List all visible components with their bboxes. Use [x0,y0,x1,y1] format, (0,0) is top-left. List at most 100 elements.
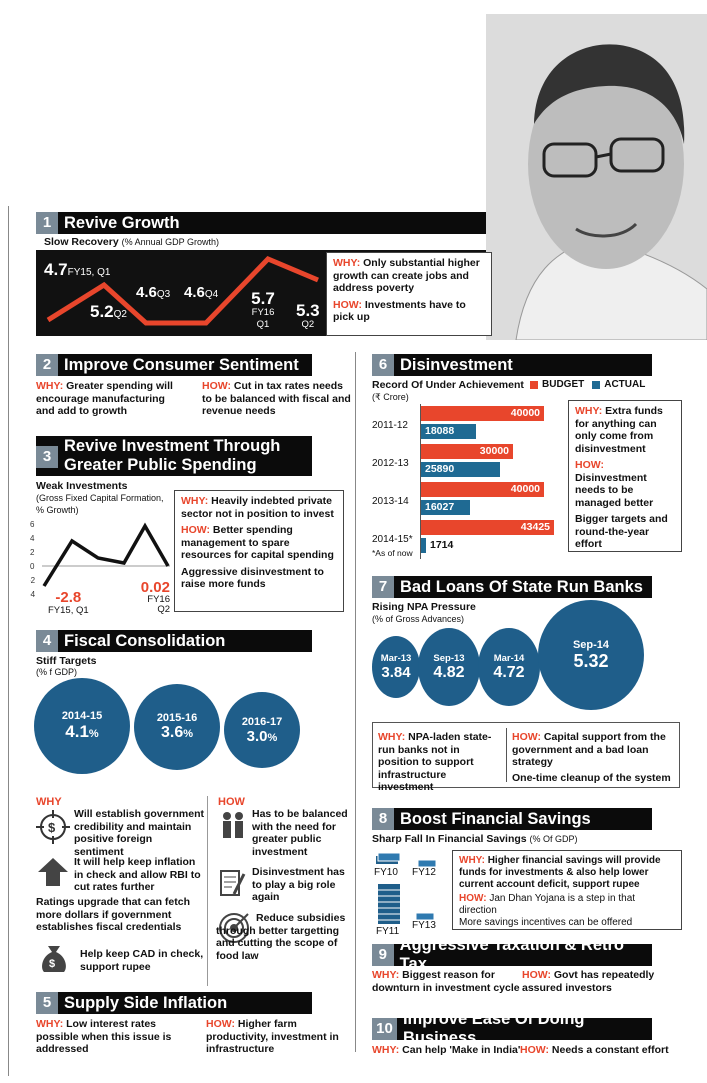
how-label: HOW: [333,298,362,311]
s8-why-how-box: WHY: Higher financial savings will provi… [452,850,682,930]
cash-stack-icon-fy13 [415,908,436,926]
extra-text: More savings incentives can be offered [459,917,633,928]
section-title: Supply Side Inflation [64,993,228,1012]
how-text: Needs a constant effort [551,1044,669,1056]
s4-why-3: Ratings upgrade that can fetch more doll… [36,896,191,933]
actual-bar [421,538,426,553]
s1-sub-text: Slow Recovery [44,236,119,248]
s7-subtitle: Rising NPA Pressure (% of Gross Advances) [372,601,476,625]
s5-how: HOW: Higher farm productivity, investmen… [206,1018,356,1056]
circle-value: 4.1 [65,722,89,741]
section-number: 9 [372,944,394,966]
s10-how: HOW: Needs a constant effort [520,1044,680,1057]
s8-sub-text: Sharp Fall In Financial Savings [372,833,527,845]
budget-value: 43425 [520,521,550,533]
s6-note: *As of now [372,548,413,558]
how-text: Better spending management to spare reso… [181,524,334,561]
budget-value: 30000 [479,445,509,457]
gdp-line-chart [46,256,319,326]
npa-bubble-3: Mar-14 4.72 [478,628,540,706]
s7-why: WHY: NPA-laden state-run banks not in po… [378,731,502,794]
gdp-value: 5.2 [90,302,114,321]
why-text: Biggest reason for downturn in investmen… [372,969,520,994]
section-number: 6 [372,354,394,376]
how-label: HOW: [181,524,210,536]
section-title: Improve Ease Of Doing Business [402,1010,585,1047]
s4-sub-text: Stiff Targets [36,655,97,667]
npa-bubble-1: Mar-13 3.84 [372,636,420,698]
section-number: 7 [372,576,394,598]
how-label: HOW: [206,1018,235,1030]
circle-year: 2015-16 [156,712,198,724]
why-label: WHY: [181,495,209,507]
circle-value: 3.6 [160,724,184,741]
why-label: WHY: [378,731,406,743]
how-text: Jan Dhan Yojana is a step in that direct… [459,893,636,916]
budget-bar: 40000 [421,406,544,421]
s1-why-how-box: WHY: Only substantial higher growth can … [326,252,492,336]
s4-how-heading: HOW [218,796,245,808]
s8-label-fy12: FY12 [412,867,436,878]
section-7-header: 7 Bad Loans Of State Run Banks [372,576,652,598]
s7-why-how-box [372,722,680,788]
gdp-label: FY16 Q1 [251,307,275,330]
s7-how: HOW: Capital support from the government… [512,731,678,784]
document-pen-icon [218,868,248,903]
s1-sub-note: (% Annual GDP Growth) [121,237,219,247]
legend-actual: ACTUAL [604,379,646,390]
y-tick: -4 [30,590,36,598]
circle-unit: % [267,731,278,744]
frame-divider [355,352,356,1052]
why-label: WHY: [333,257,361,269]
gdp-point-4: 4.6Q4 [184,284,218,301]
section-number: 5 [36,992,58,1014]
section-title: Fiscal Consolidation [64,631,226,650]
label: FY15, Q1 [48,605,89,616]
budget-bar: 43425 [421,520,554,535]
circle-year: 2014-15 [61,710,103,722]
actual-bar [421,462,500,477]
why-label: WHY: [575,405,603,417]
extra-text: Aggressive disinvestment to raise more f… [181,565,324,591]
investment-series-line [42,522,170,587]
investment-line-chart: 6 4 2 0 -2 -4 [30,520,170,598]
bubble-value: 4.72 [493,663,525,681]
how-label: HOW: [512,731,541,743]
s4-how-1: Has to be balanced with the need for gre… [252,808,352,858]
year-label: 2011-12 [372,420,408,431]
section-number: 1 [36,212,58,234]
target-circle-1: 2014-15 4.1% [34,678,130,774]
s7-sub-text: Rising NPA Pressure [372,601,476,613]
s3-why-how-box: WHY: Heavily indebted private sector not… [174,490,344,612]
why-label: WHY: [36,1018,64,1030]
s3-first-point: -2.8 FY15, Q1 [48,590,89,616]
actual-value: 16027 [425,501,455,513]
s6-why-how-box: WHY: Extra funds for anything can only c… [568,400,682,552]
why-text: Can help 'Make in India' [402,1044,521,1056]
cash-stack-icon-small [417,855,438,873]
circle-unit: % [88,728,99,740]
section-3-header: 3 Revive Investment Through Greater Publ… [36,436,312,476]
gdp-label: FY15, Q1 [67,267,111,278]
gdp-value: 5.3 [296,301,320,320]
s10-why: WHY: Can help 'Make in India' [372,1044,522,1057]
frame-left [8,206,9,1076]
gdp-point-6: 5.3 Q2 [296,302,320,331]
extra-text: Bigger targets and round-the-year effort [575,513,668,550]
why-label: WHY: [372,1044,400,1056]
bubble-label: Sep-13 [433,652,465,664]
s6-unit: (₹ Crore) [372,392,409,402]
actual-value: 1714 [430,539,454,551]
year-label: 2014-15* [372,534,413,545]
how-text: Has to be balanced with the need for gre… [252,808,348,858]
why-label: WHY: [459,855,485,866]
portrait-photo [486,14,707,340]
budget-value: 40000 [510,407,540,419]
svg-text:$: $ [49,958,55,970]
section-10-header: 10 Improve Ease Of Doing Business [372,1010,652,1047]
actual-value: 25890 [425,463,455,475]
extra-text: One-time cleanup of the system [512,771,671,784]
how-text: Higher farm productivity, investment in … [206,1018,339,1055]
s6-axis-line [420,404,421,559]
legend-swatch-actual [592,380,601,389]
